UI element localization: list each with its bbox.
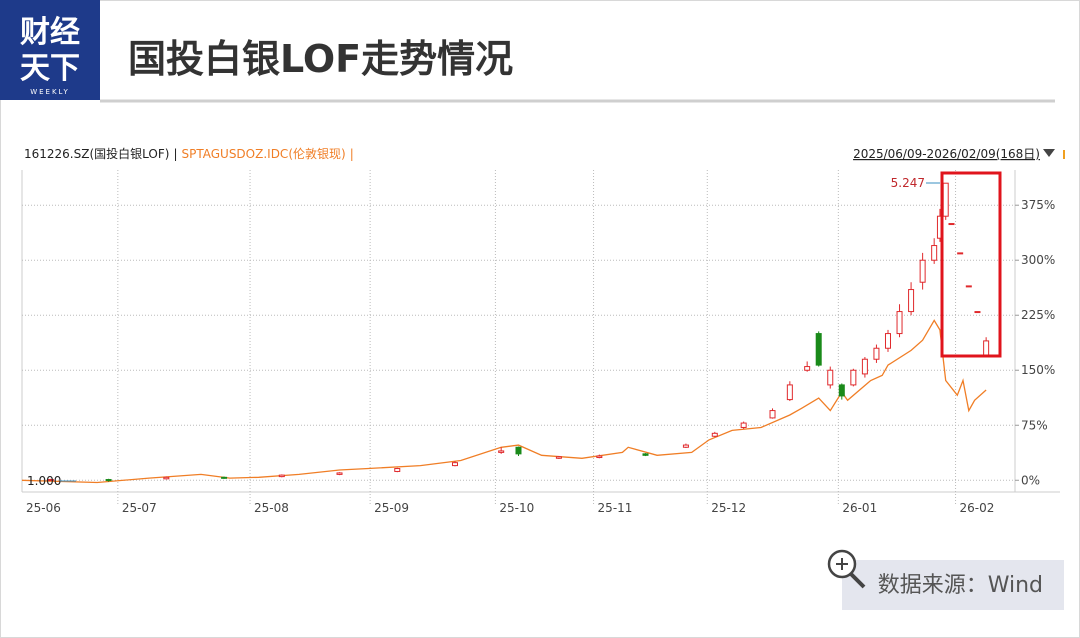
candle-body [896, 311, 903, 335]
candle-body [47, 479, 54, 482]
candle-body [221, 476, 228, 479]
candle-body [596, 455, 603, 459]
candle-body [838, 384, 845, 397]
candle-body [451, 462, 458, 467]
legend-separator: | [173, 147, 177, 161]
legend-entry: 161226.SZ(国投白银LOF) [24, 146, 169, 161]
candle-body [983, 340, 990, 357]
legend-entry: SPTAGUSDOZ.IDC(伦敦银现) [181, 146, 345, 161]
y-tick-label: 375% [1021, 198, 1055, 212]
candle-body [965, 285, 972, 288]
candle-body [884, 333, 891, 349]
candle-body [515, 446, 522, 455]
candle-body [394, 468, 401, 472]
page-title: 国投白银LOF走势情况 [128, 37, 513, 81]
dropdown-icon[interactable] [1043, 149, 1055, 157]
highlight-box [940, 171, 1002, 358]
x-tick-label: 25-10 [499, 501, 534, 515]
candle-body [105, 479, 112, 482]
candle-body [948, 223, 955, 226]
y-tick-label: 75% [1021, 418, 1048, 432]
candle-body [931, 245, 938, 261]
y-tick-label: 0% [1021, 473, 1040, 487]
logo-box [0, 0, 100, 100]
candle-body [163, 476, 170, 480]
candle-body [804, 366, 811, 371]
candle-body [815, 333, 822, 366]
y-tick-label: 225% [1021, 308, 1055, 322]
candle-body [769, 410, 776, 419]
candle-body [278, 474, 285, 478]
candle-body [873, 347, 880, 360]
x-tick-label: 25-09 [374, 501, 409, 515]
x-tick-label: 26-01 [842, 501, 877, 515]
grid: 0% 75% 150% 225% 300% 375% 25-06 25-07 25-08 25-0… [22, 170, 1055, 515]
annotation: 1.000 [27, 474, 61, 488]
candle-body [861, 358, 868, 375]
candle-body [942, 182, 949, 217]
source: 数据来源：Wind [878, 573, 1043, 598]
candle-body [786, 384, 793, 401]
candle-body [908, 289, 915, 313]
candle-body [682, 444, 689, 448]
candle-body [498, 450, 505, 453]
legend-separator: | [350, 147, 354, 161]
logo-sub: WEEKLY [30, 88, 70, 96]
x-tick-label: 25-07 [122, 501, 157, 515]
line-series [21, 319, 987, 484]
logo-line: 天下 [20, 51, 80, 86]
x-tick-label: 25-06 [26, 501, 61, 515]
candle-body [555, 456, 562, 459]
candle-body [850, 369, 857, 386]
candle-body [957, 252, 964, 255]
plot [21, 182, 990, 484]
y-tick-label: 300% [1021, 253, 1055, 267]
candle-body [336, 472, 343, 475]
x-tick-label: 25-11 [598, 501, 633, 515]
source-box [842, 560, 1064, 610]
x-tick-label: 26-02 [960, 501, 995, 515]
logo-line: 财经 [20, 15, 80, 50]
candle-body [642, 453, 649, 456]
candle-body [711, 432, 718, 437]
candle-body [740, 422, 747, 428]
candle-body [827, 369, 834, 386]
y-tick-label: 150% [1021, 363, 1055, 377]
annotation: 5.247 [891, 176, 925, 190]
search-icon [849, 572, 866, 589]
x-tick-label: 25-12 [711, 501, 746, 515]
candle-body [974, 311, 981, 314]
candle-body [919, 259, 926, 283]
x-tick-label: 25-08 [254, 501, 289, 515]
date-range: 2025/06/09-2026/02/09(168日) [853, 147, 1040, 161]
